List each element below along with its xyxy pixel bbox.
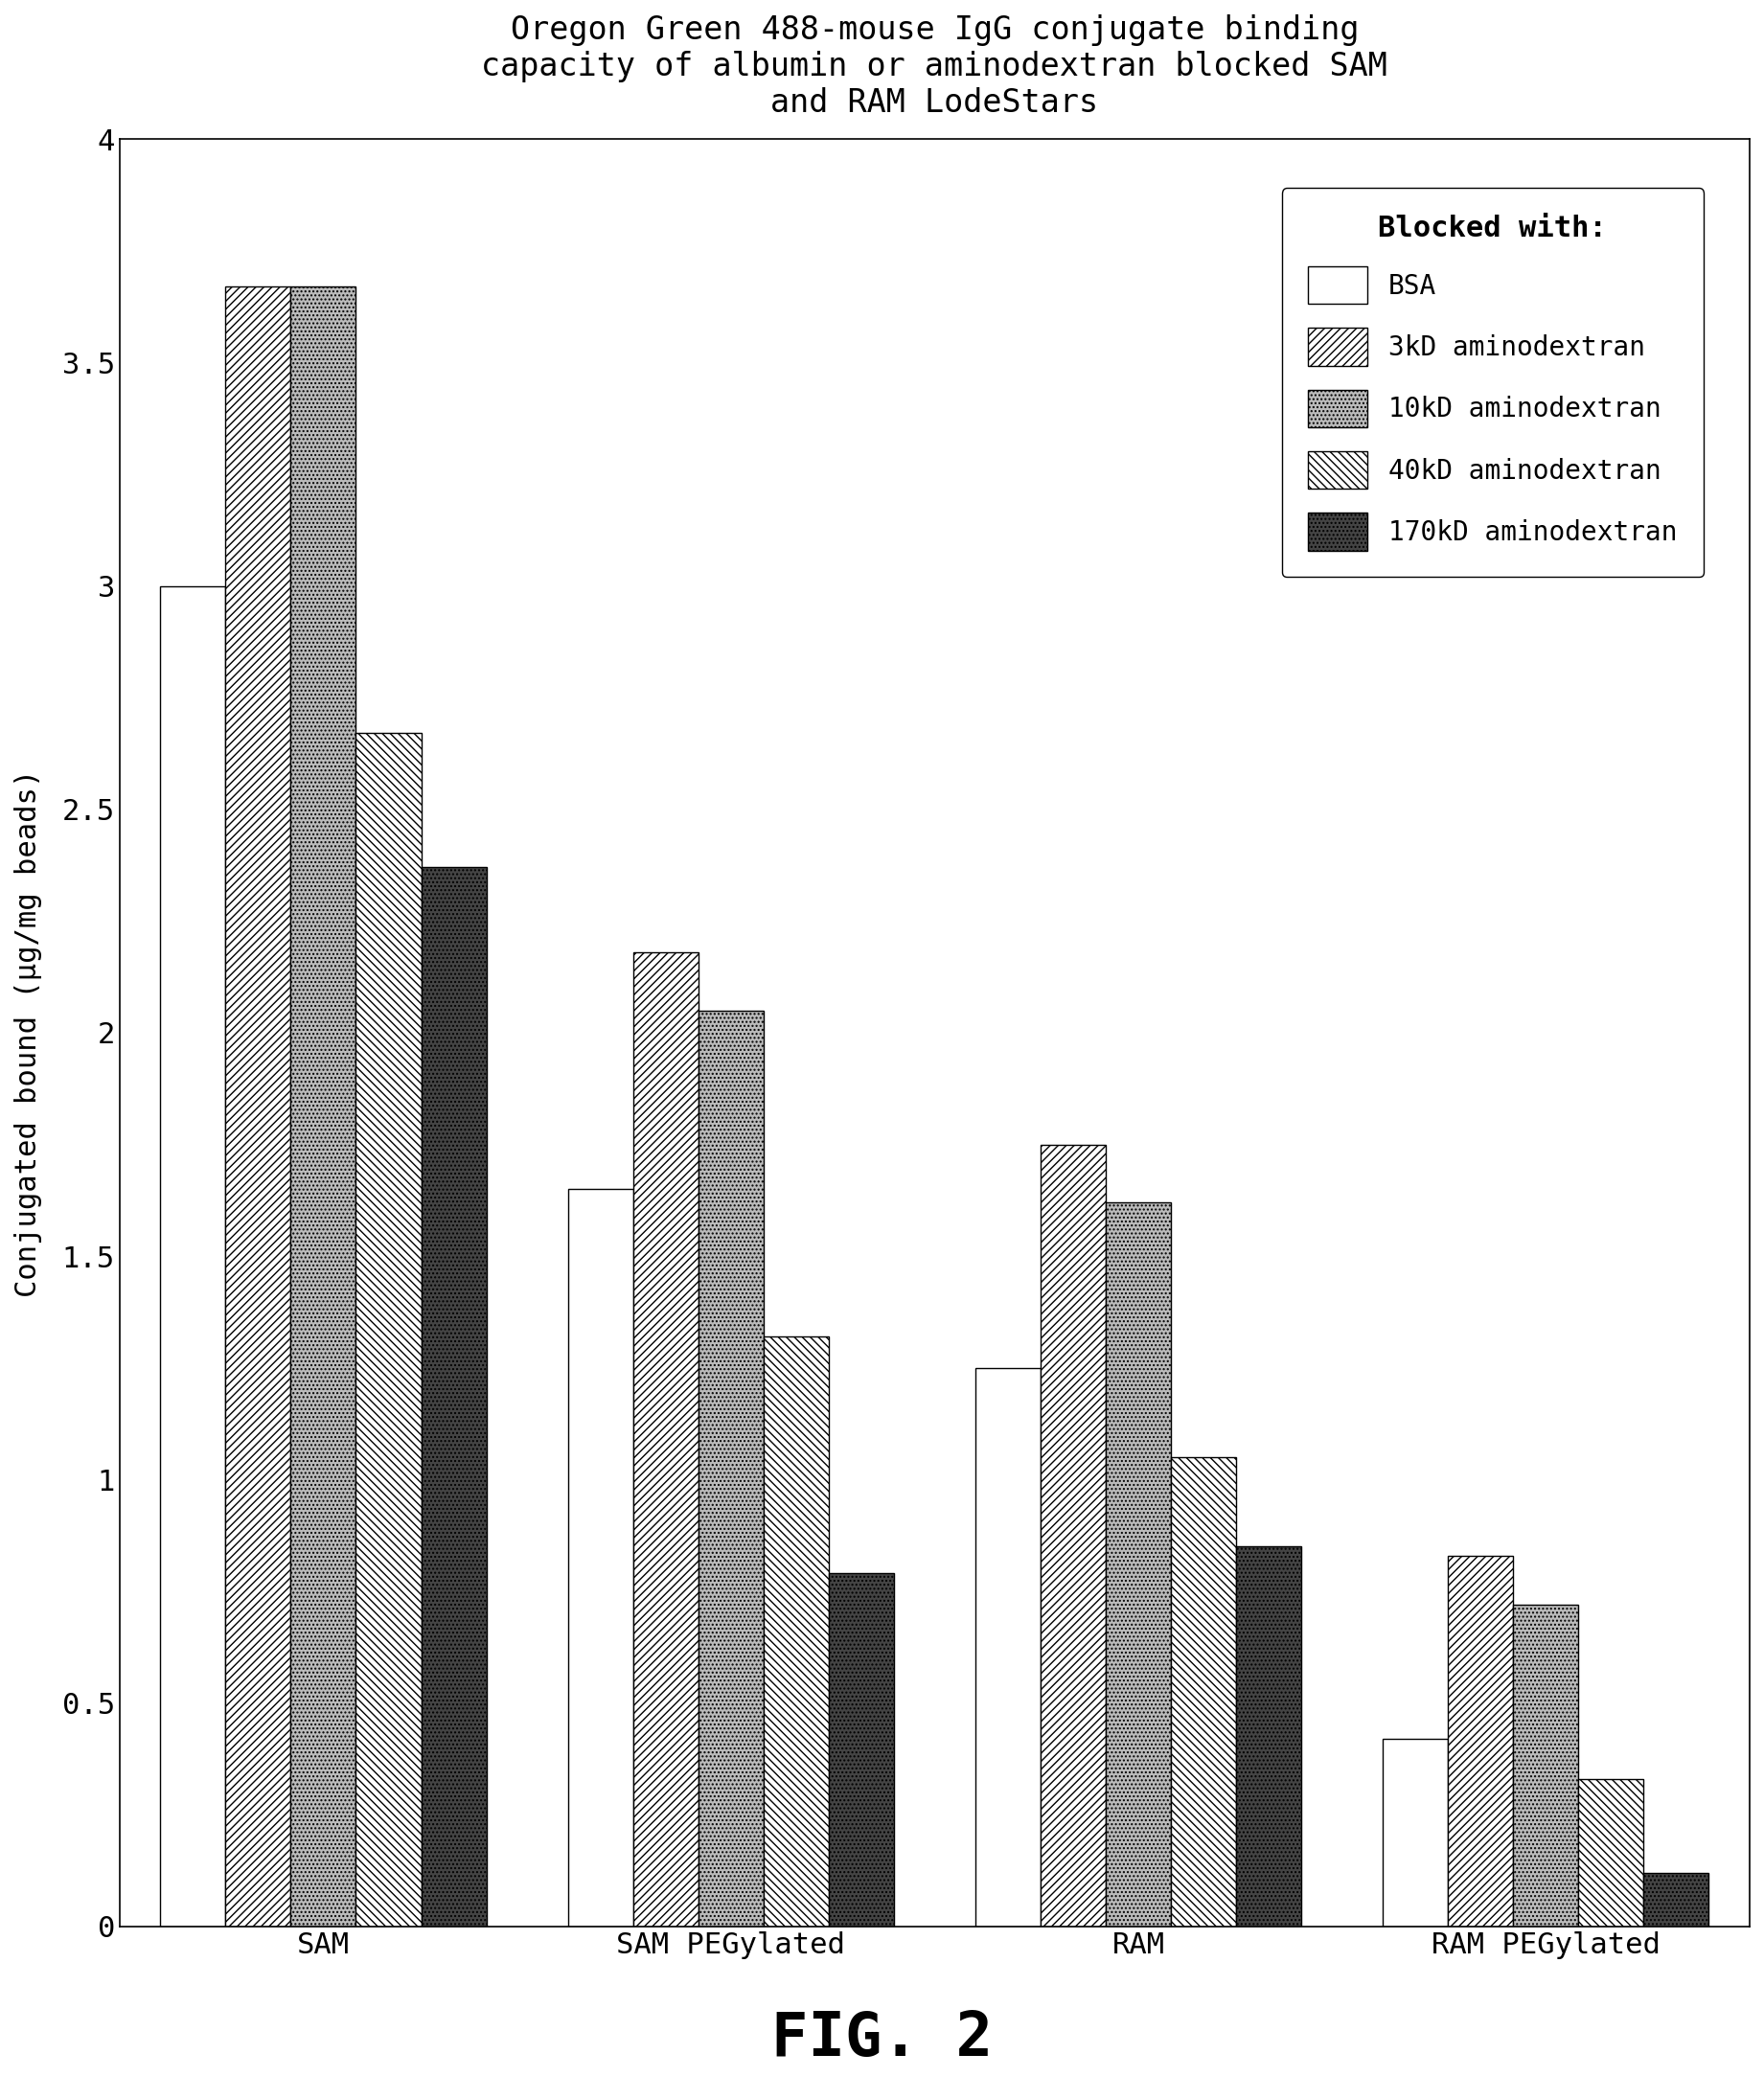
Bar bbox=[356, 733, 422, 1925]
Bar bbox=[1041, 1144, 1106, 1925]
Bar bbox=[1383, 1738, 1448, 1925]
Text: FIG. 2: FIG. 2 bbox=[771, 2008, 993, 2069]
Bar bbox=[1514, 1606, 1579, 1925]
Bar bbox=[568, 1190, 633, 1925]
Bar bbox=[1171, 1458, 1237, 1925]
Bar bbox=[633, 951, 699, 1925]
Bar bbox=[699, 1009, 764, 1925]
Bar bbox=[1579, 1778, 1644, 1925]
Title: Oregon Green 488-mouse IgG conjugate binding
capacity of albumin or aminodextran: Oregon Green 488-mouse IgG conjugate bin… bbox=[482, 15, 1388, 118]
Bar bbox=[1237, 1547, 1302, 1925]
Bar bbox=[161, 586, 226, 1925]
Bar bbox=[226, 287, 291, 1925]
Bar bbox=[829, 1574, 894, 1925]
Bar bbox=[764, 1336, 829, 1925]
Bar bbox=[1106, 1203, 1171, 1925]
Bar bbox=[422, 868, 487, 1925]
Bar bbox=[1448, 1556, 1514, 1925]
Bar bbox=[975, 1369, 1041, 1925]
Bar bbox=[291, 287, 356, 1925]
Y-axis label: Conjugated bound (µg/mg beads): Conjugated bound (µg/mg beads) bbox=[14, 768, 42, 1296]
Bar bbox=[1644, 1873, 1709, 1925]
Legend: BSA, 3kD aminodextran, 10kD aminodextran, 40kD aminodextran, 170kD aminodextran: BSA, 3kD aminodextran, 10kD aminodextran… bbox=[1282, 189, 1704, 577]
